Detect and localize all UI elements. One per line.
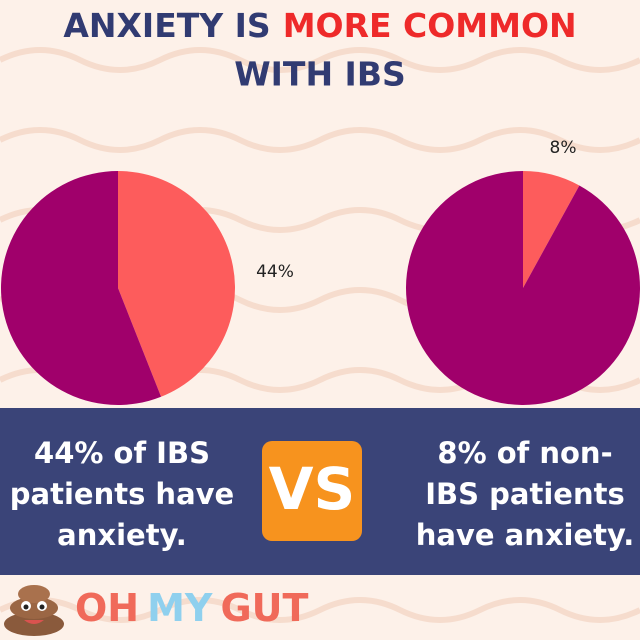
title-highlight: MORE COMMON (283, 6, 577, 45)
caption-line: 44% of IBS (34, 436, 210, 470)
title-line-2: WITH IBS (234, 55, 406, 94)
pie-slice (523, 171, 580, 288)
title-line-1: ANXIETY IS MORE COMMON (63, 6, 576, 45)
slice-label: 44% (256, 262, 294, 282)
logo-icon (4, 585, 64, 636)
caption-line: 8% of non- (437, 436, 612, 470)
pie-slice (406, 171, 640, 405)
slice-label: 8% (550, 138, 577, 158)
right-caption: 8% of non- IBS patients have anxiety. (416, 436, 635, 552)
logo-part: GUT (220, 586, 308, 630)
caption-line: patients have (10, 477, 234, 511)
left-caption: 44% of IBS patients have anxiety. (10, 436, 234, 552)
logo-part: MY (147, 586, 213, 630)
pie-slice (118, 171, 235, 397)
vs-text: VS (269, 455, 356, 523)
logo: OH MY GUT (75, 586, 309, 630)
caption-line: IBS patients (425, 477, 624, 511)
logo-part: OH (75, 586, 139, 630)
vs-badge (262, 441, 362, 541)
caption-line: have anxiety. (416, 518, 635, 552)
caption-line: anxiety. (57, 518, 187, 552)
pie-charts: 44% 8% (1, 138, 640, 405)
pie-slice (1, 171, 162, 405)
title-part: ANXIETY IS (63, 6, 270, 45)
